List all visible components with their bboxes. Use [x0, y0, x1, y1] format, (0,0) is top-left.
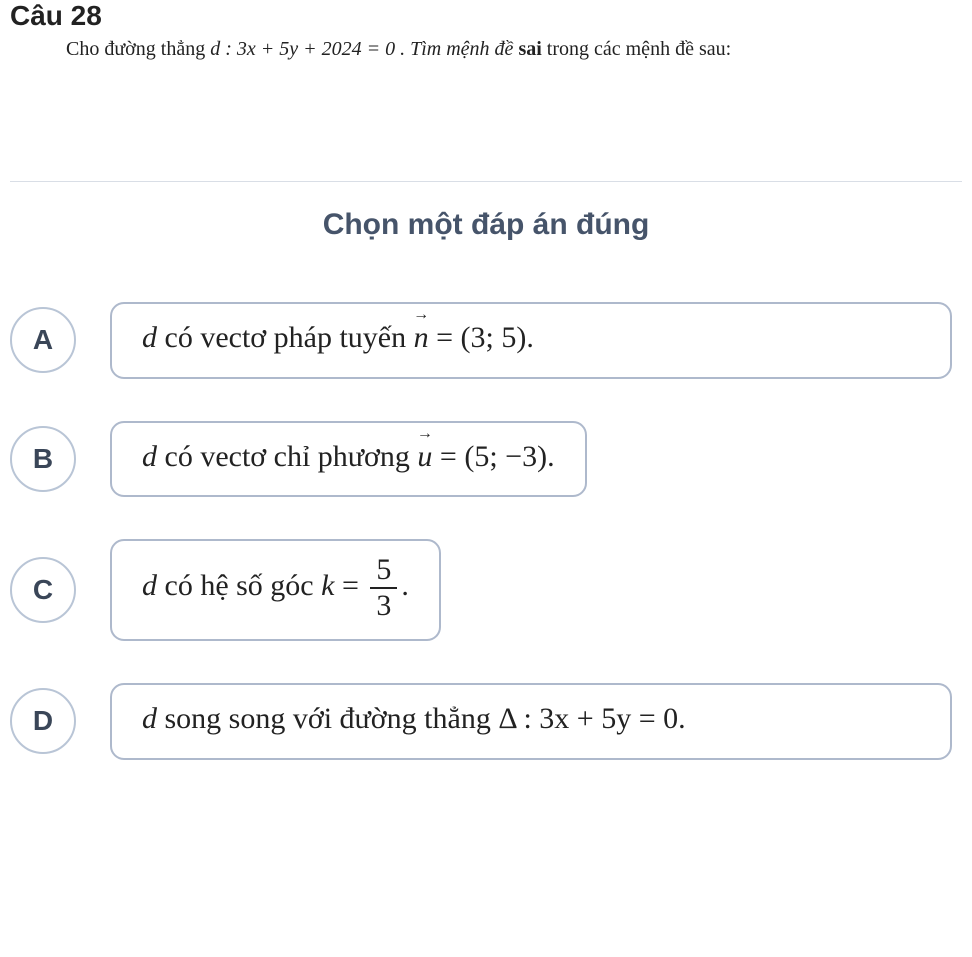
option-c-fraction: 53	[370, 555, 397, 621]
instruction-heading: Chọn một đáp án đúng	[10, 208, 962, 242]
prompt-bold-sai: sai	[518, 38, 541, 60]
question-number: Câu 28	[10, 0, 962, 32]
option-d-delta-eq: Δ : 3x + 5y = 0.	[498, 702, 685, 735]
prompt-equation: : 3x + 5y + 2024 = 0 . Tìm mệnh đề	[220, 38, 518, 60]
option-box-b[interactable]: d có vectơ chỉ phương u = (5; −3).	[110, 421, 587, 498]
option-c-text-before: có hệ số góc	[157, 569, 321, 602]
option-b-lead: d	[142, 440, 157, 473]
option-letter-c[interactable]: C	[10, 557, 76, 623]
option-a-text-after: = (3; 5).	[429, 321, 534, 354]
option-c-k: k	[321, 569, 334, 602]
option-letter-d[interactable]: D	[10, 688, 76, 754]
option-b-text-after: = (5; −3).	[432, 440, 554, 473]
option-c-lead: d	[142, 569, 157, 602]
option-letter-a[interactable]: A	[10, 307, 76, 373]
question-prompt: Cho đường thẳng d : 3x + 5y + 2024 = 0 .…	[66, 38, 962, 61]
option-row-d: D d song song với đường thẳng Δ : 3x + 5…	[10, 683, 962, 760]
prompt-suffix: trong các mệnh đề sau:	[542, 38, 731, 60]
option-d-lead: d	[142, 702, 157, 735]
option-box-c[interactable]: d có hệ số góc k = 53.	[110, 539, 441, 641]
option-c-frac-num: 5	[370, 555, 397, 587]
option-a-lead: d	[142, 321, 157, 354]
option-c-eq: =	[334, 569, 366, 602]
option-a-vector-n: n	[414, 318, 429, 359]
options-list: A d có vectơ pháp tuyến n = (3; 5). B d …	[10, 302, 962, 760]
option-b-text-before: có vectơ chỉ phương	[157, 440, 417, 473]
option-box-d[interactable]: d song song với đường thẳng Δ : 3x + 5y …	[110, 683, 952, 760]
option-row-b: B d có vectơ chỉ phương u = (5; −3).	[10, 421, 962, 498]
option-letter-b[interactable]: B	[10, 426, 76, 492]
option-c-frac-den: 3	[370, 587, 397, 621]
prompt-var-d: d	[210, 38, 220, 60]
prompt-prefix: Cho đường thẳng	[66, 38, 210, 60]
option-a-text-before: có vectơ pháp tuyến	[157, 321, 414, 354]
divider	[10, 181, 962, 182]
option-box-a[interactable]: d có vectơ pháp tuyến n = (3; 5).	[110, 302, 952, 379]
option-d-text-before: song song với đường thẳng	[157, 702, 498, 735]
option-row-c: C d có hệ số góc k = 53.	[10, 539, 962, 641]
option-row-a: A d có vectơ pháp tuyến n = (3; 5).	[10, 302, 962, 379]
option-b-vector-u: u	[417, 437, 432, 478]
option-c-period: .	[401, 569, 409, 602]
